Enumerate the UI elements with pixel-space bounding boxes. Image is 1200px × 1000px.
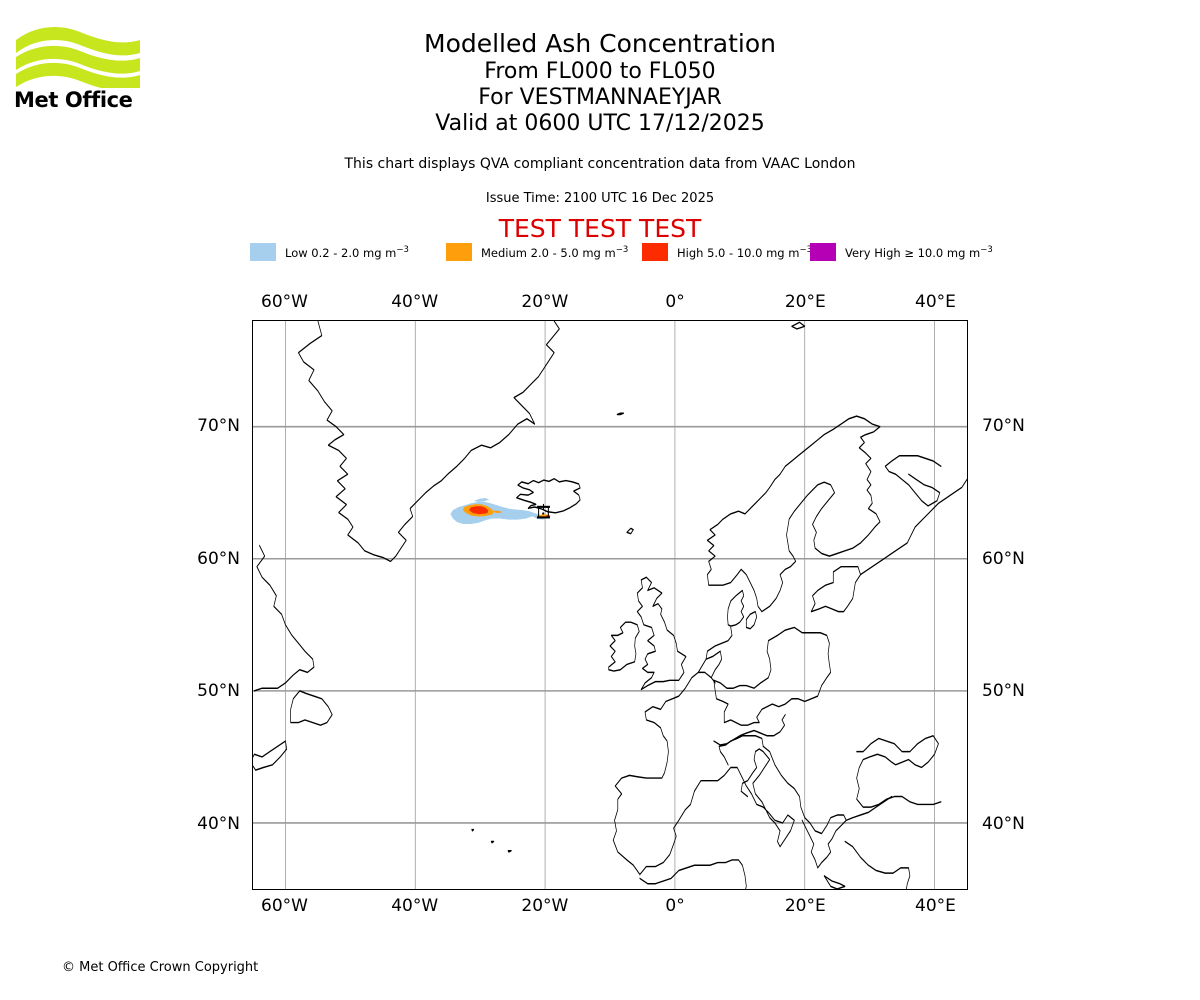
lat-tick-right-3: 70°N <box>982 416 1025 437</box>
page-title: Modelled Ash Concentration <box>424 29 776 58</box>
coastline-path-2 <box>542 512 545 515</box>
coastline-path-8 <box>745 610 758 630</box>
coastline-layer <box>253 321 967 889</box>
title-volcano: For VESTMANNAEYJAR <box>478 85 722 110</box>
lat-tick-right-0: 40°N <box>982 813 1025 834</box>
coastline-path-7 <box>727 589 745 627</box>
legend-item-medium: Medium 2.0 - 5.0 mg m−3 <box>446 242 628 262</box>
lon-tick-bot-3: 0° <box>665 896 685 916</box>
coastline-path-11 <box>612 626 733 841</box>
met-office-logo: Met Office <box>14 26 204 116</box>
coastline-path-25 <box>845 795 893 822</box>
coastline-path-13 <box>612 790 695 876</box>
met-office-wordmark: Met Office <box>14 88 133 112</box>
lon-tick-bot-5: 40°E <box>915 896 956 916</box>
lat-tick-right-2: 60°N <box>982 548 1025 569</box>
coastline-path-27 <box>639 859 747 889</box>
lon-tick-bot-0: 60°W <box>261 896 309 916</box>
title-flight-levels: From FL000 to FL050 <box>484 59 716 84</box>
legend-swatch-high <box>642 243 668 261</box>
coastline-path-24 <box>823 875 846 889</box>
copyright-notice: © Met Office Crown Copyright <box>62 960 259 975</box>
lat-tick-right-1: 50°N <box>982 681 1025 702</box>
lat-tick-left-2: 60°N <box>197 548 240 569</box>
graticule-gridlines <box>253 321 967 889</box>
ash-contour-low-tail <box>473 498 490 502</box>
lon-tick-bot-1: 40°W <box>391 896 439 916</box>
coastline-path-19 <box>810 565 861 613</box>
map-canvas <box>253 321 967 889</box>
coastline-path-28 <box>253 544 315 692</box>
coastline-path-26 <box>844 840 911 889</box>
legend-label-low: Low 0.2 - 2.0 mg m−3 <box>285 244 409 260</box>
lon-tick-top-5: 40°E <box>915 292 956 312</box>
legend-label-high: High 5.0 - 10.0 mg m−3 <box>677 244 812 260</box>
coastline-path-29 <box>290 690 333 726</box>
legend-swatch-medium <box>446 243 472 261</box>
lon-tick-top-1: 40°W <box>391 292 439 312</box>
ash-plume-contours <box>450 498 551 525</box>
ash-contour-high <box>469 506 488 515</box>
coastline-path-0 <box>298 321 560 563</box>
lat-tick-left-1: 50°N <box>197 681 240 702</box>
legend-item-very-high: Very High ≥ 10.0 mg m−3 <box>810 242 993 262</box>
volcano-marker <box>536 503 550 519</box>
lon-tick-top-0: 60°W <box>261 292 309 312</box>
title-valid-time: Valid at 0600 UTC 17/12/2025 <box>435 111 765 136</box>
coastline-path-5 <box>791 321 806 330</box>
coastline-path-31 <box>471 828 475 832</box>
legend-label-very-high: Very High ≥ 10.0 mg m−3 <box>845 244 993 260</box>
test-banner: TEST TEST TEST <box>498 214 702 243</box>
ash-concentration-map[interactable] <box>252 320 968 890</box>
legend-label-medium: Medium 2.0 - 5.0 mg m−3 <box>481 244 629 260</box>
coastline-path-23 <box>762 745 847 869</box>
coastline-path-21 <box>884 455 942 507</box>
coastline-path-30 <box>253 740 288 771</box>
coastline-path-4 <box>626 527 634 535</box>
concentration-legend: Low 0.2 - 2.0 mg m−3 Medium 2.0 - 5.0 mg… <box>250 242 993 262</box>
chart-title-block: Modelled Ash Concentration From FL000 to… <box>0 28 1200 137</box>
coastline-path-32 <box>490 840 495 844</box>
coastline-path-12 <box>694 748 795 848</box>
qva-compliance-note: This chart displays QVA compliant concen… <box>344 156 856 172</box>
coastline-path-16 <box>713 626 832 726</box>
lon-tick-top-3: 0° <box>665 292 685 312</box>
lat-tick-left-3: 70°N <box>197 416 240 437</box>
coastline-path-1 <box>516 477 581 514</box>
ash-contour-medium-spur <box>493 510 503 514</box>
met-office-wave-mark <box>16 27 140 91</box>
coastline-path-9 <box>636 576 687 691</box>
lat-tick-left-0: 40°N <box>197 813 240 834</box>
legend-item-low: Low 0.2 - 2.0 mg m−3 <box>250 242 409 262</box>
volcano-source-symbol <box>536 503 550 519</box>
issue-time-label: Issue Time: 2100 UTC 16 Dec 2025 <box>485 191 715 206</box>
coastline-path-6 <box>707 415 881 613</box>
legend-item-high: High 5.0 - 10.0 mg m−3 <box>642 242 812 262</box>
lon-tick-bot-4: 20°E <box>784 896 826 916</box>
lon-tick-bot-2: 20°W <box>521 896 569 916</box>
coastline-path-18 <box>705 650 723 679</box>
coastline-path-33 <box>507 849 512 853</box>
legend-swatch-low <box>250 243 276 261</box>
lon-tick-top-2: 20°W <box>521 292 569 312</box>
coastline-path-3 <box>616 412 624 416</box>
coastline-path-22 <box>856 735 942 808</box>
coastline-path-10 <box>608 621 640 672</box>
legend-swatch-very-high <box>810 243 836 261</box>
lon-tick-top-4: 20°E <box>784 292 826 312</box>
coastline-path-20 <box>860 478 967 576</box>
coastline-path-15 <box>713 713 786 746</box>
